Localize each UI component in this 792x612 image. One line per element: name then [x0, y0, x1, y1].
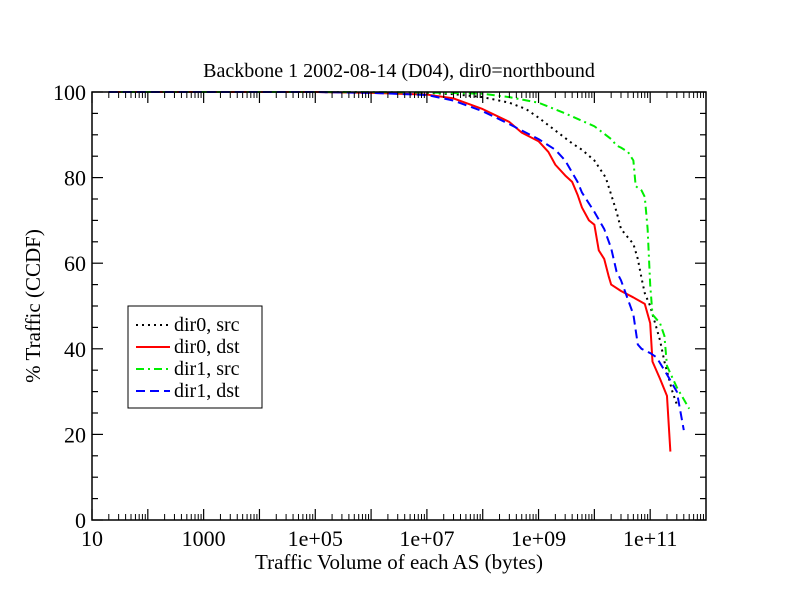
legend-box — [127, 305, 263, 409]
legend-label: dir1, dst — [174, 380, 240, 402]
series-line-2 — [108, 91, 672, 452]
x-tick-label: 1e+07 — [399, 526, 454, 551]
y-tick-label: 100 — [53, 80, 86, 105]
x-tick-label: 10 — [81, 526, 103, 551]
x-axis-label: Traffic Volume of each AS (bytes) — [255, 550, 543, 574]
series-line-4 — [108, 91, 685, 431]
y-axis-label: % Traffic (CCDF) — [21, 229, 45, 383]
legend-label: dir0, dst — [174, 336, 240, 358]
y-tick-label: 80 — [64, 166, 86, 191]
legend-label: dir1, src — [174, 358, 240, 380]
x-tick-label: 1e+09 — [511, 526, 566, 551]
axes-layer: 10 1000 1e+05 1e+07 1e+09 1e+11 0 20 40 60 80 100 — [53, 80, 707, 551]
y-tick-label: 0 — [75, 508, 86, 533]
y-tick-label: 40 — [64, 337, 86, 362]
y-tick-label: 60 — [64, 251, 86, 276]
y-tick-label: 20 — [64, 422, 86, 447]
x-tick-label: 1e+11 — [623, 526, 677, 551]
legend-label: dir0, src — [174, 314, 240, 336]
chart-title: Backbone 1 2002-08-14 (D04), dir0=northb… — [203, 60, 595, 82]
x-tick-label: 1e+05 — [288, 526, 343, 551]
x-tick-label: 1000 — [182, 526, 226, 551]
